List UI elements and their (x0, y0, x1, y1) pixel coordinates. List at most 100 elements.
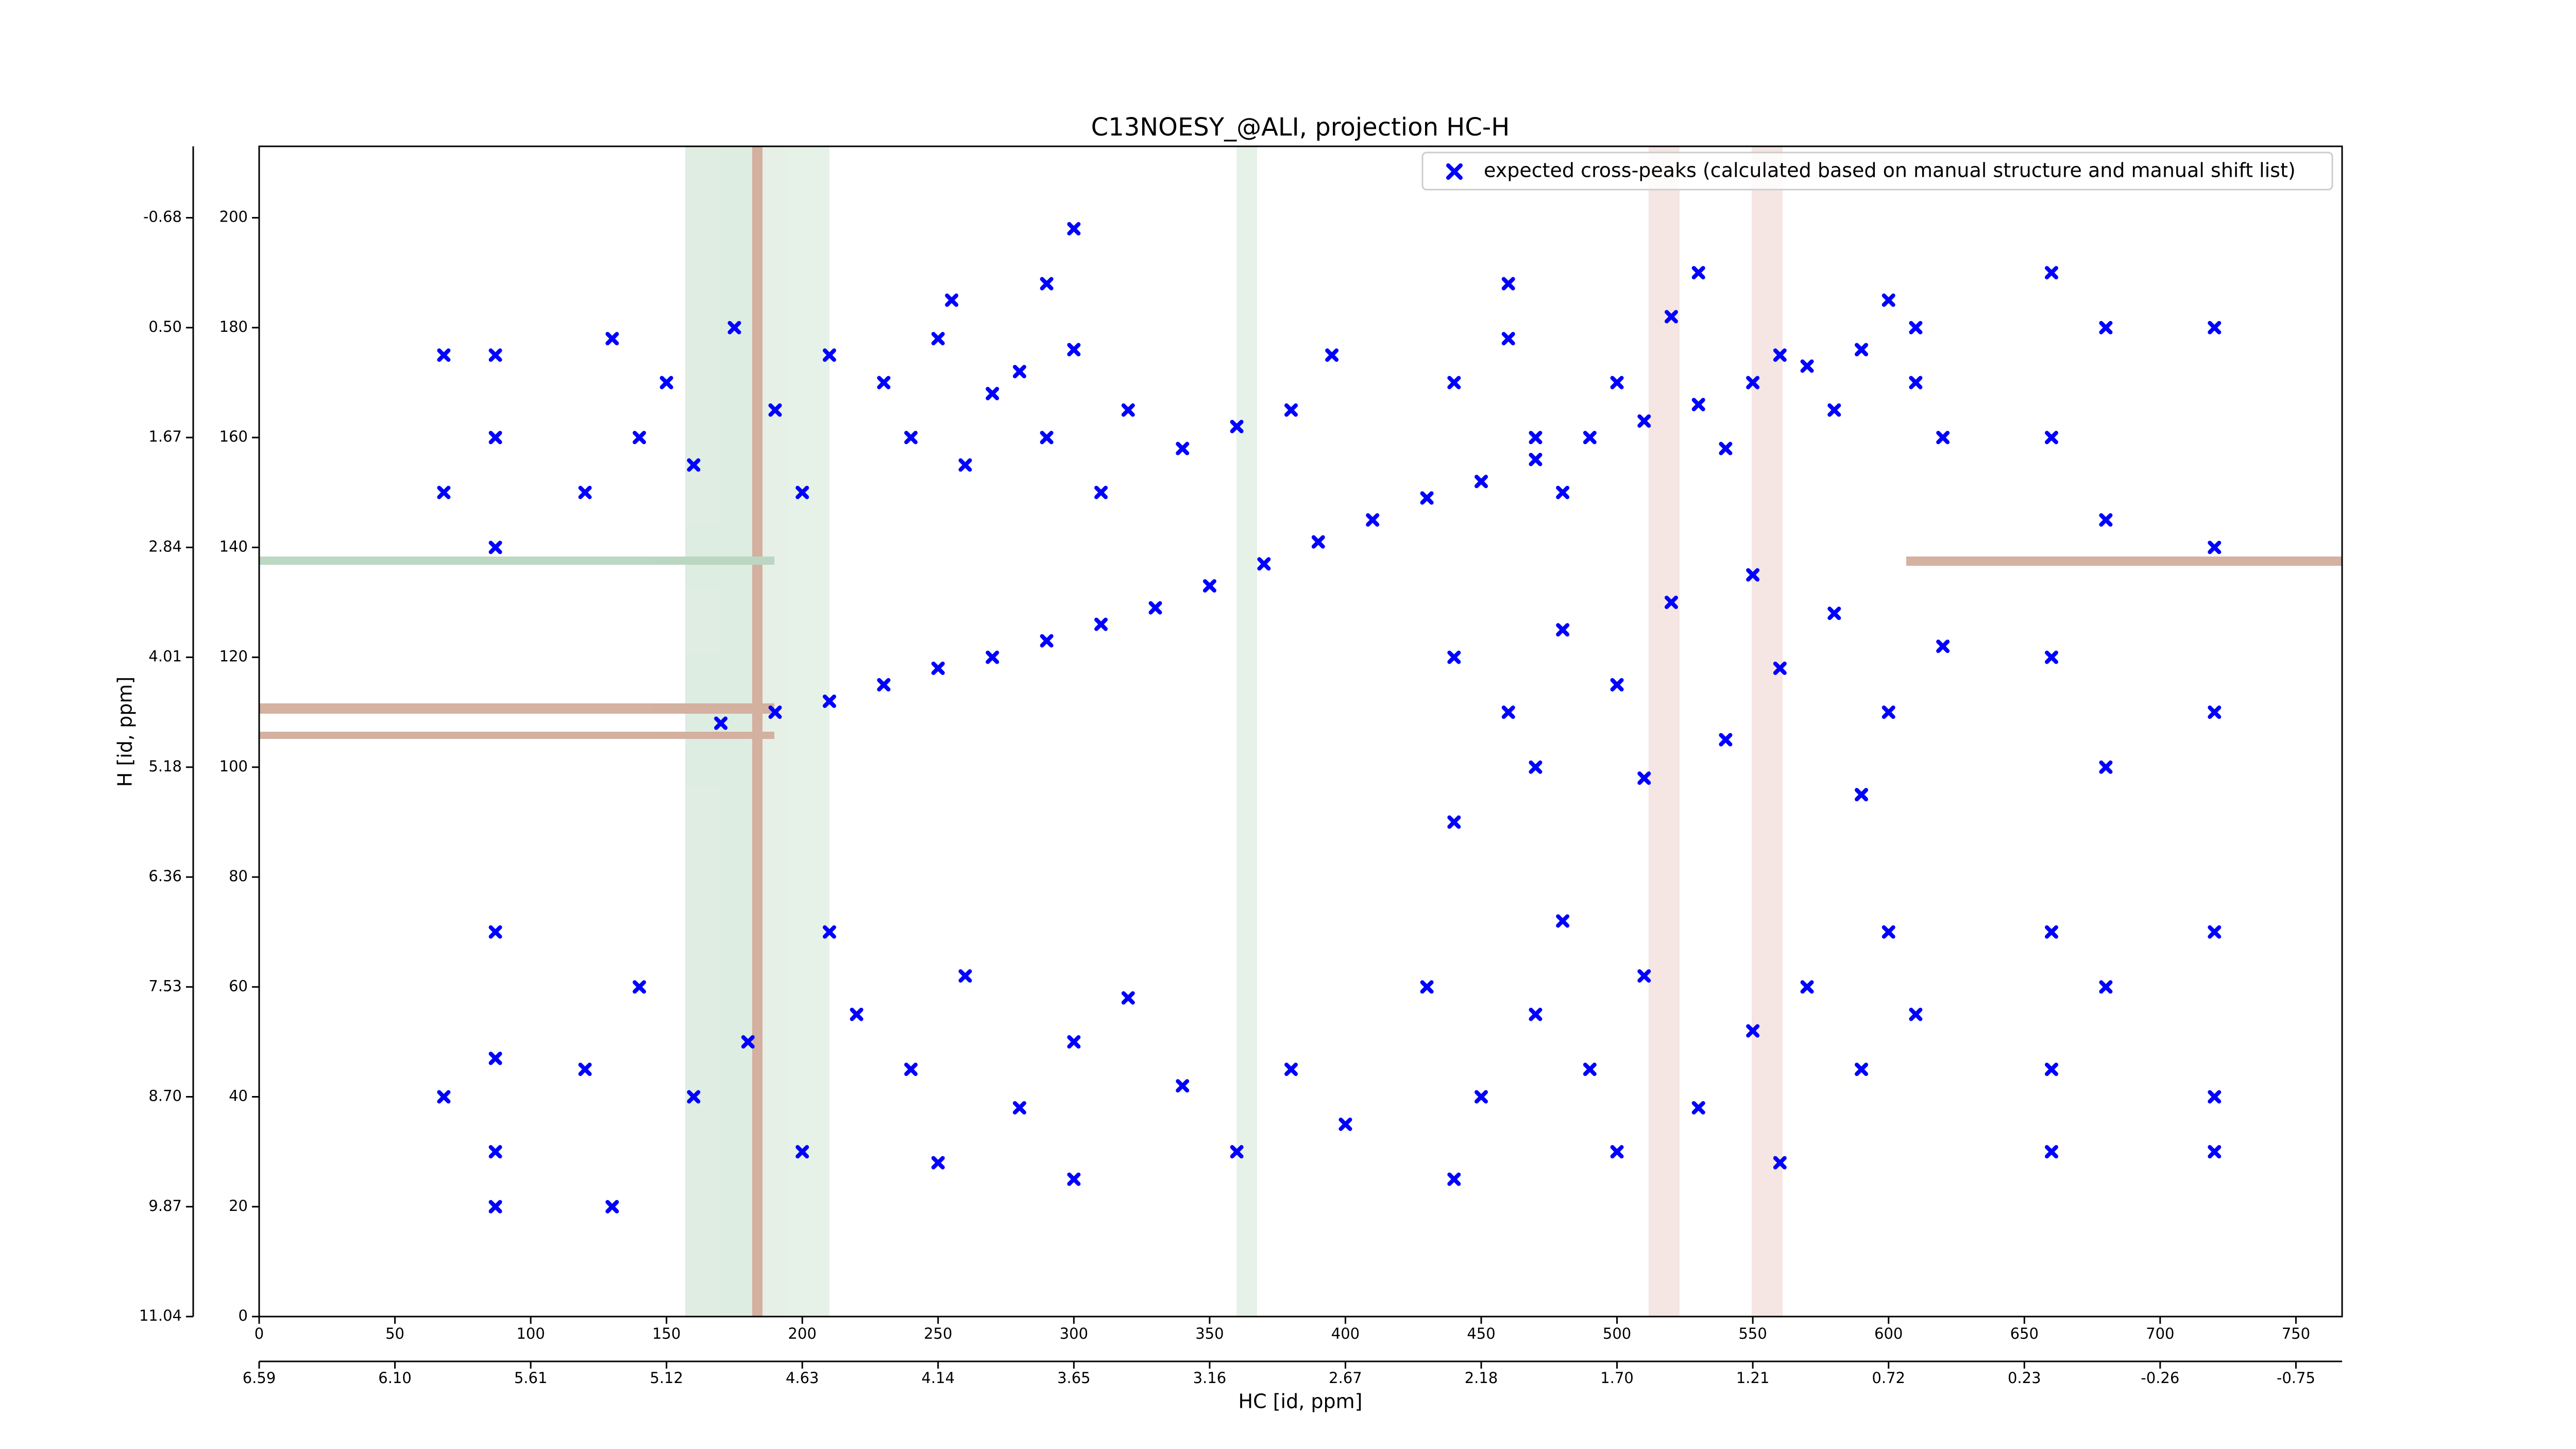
cross-peak (714, 716, 728, 730)
cross-peak (931, 332, 945, 346)
cross-peak (1447, 376, 1461, 390)
cross-peak (1909, 1007, 1923, 1021)
cross-peak (1691, 398, 1705, 412)
y-tick-label: 0 (239, 1307, 248, 1324)
cross-peak (632, 431, 646, 445)
cross-peak (1501, 332, 1515, 346)
x-tick-label: 450 (1467, 1325, 1495, 1342)
cross-peak (2044, 431, 2058, 445)
cross-peak (659, 376, 673, 390)
cross-peak (1773, 1156, 1787, 1170)
y-tick-label: 100 (219, 757, 248, 775)
cross-peak (1719, 442, 1733, 456)
cross-peak (1665, 310, 1679, 324)
cross-peak (2208, 1145, 2222, 1159)
cross-peak (1094, 617, 1108, 631)
y-tick-label: 80 (229, 867, 248, 885)
cross-peak (795, 1145, 809, 1159)
cross-peak (1202, 579, 1216, 593)
y-ppm-tick-label: 2.84 (148, 537, 182, 555)
y-ppm-tick-label: -0.68 (143, 208, 182, 226)
cross-peak (1012, 365, 1026, 379)
cross-peak (958, 458, 972, 472)
cross-peak (1529, 452, 1543, 466)
cross-peak (850, 1007, 863, 1021)
cross-peak (1420, 980, 1434, 994)
x-tick-label: 50 (385, 1325, 404, 1342)
cross-peak (1583, 1063, 1597, 1076)
x-tick-label: 650 (2010, 1325, 2039, 1342)
cross-peak (1746, 568, 1760, 582)
cross-peak (1610, 376, 1624, 390)
cross-peak (1067, 1172, 1081, 1186)
cross-peak (1447, 815, 1461, 829)
y-ppm-tick-label: 7.53 (148, 977, 182, 995)
x-ppm-tick-label: 5.61 (514, 1369, 548, 1387)
x-axis-label: HC [id, ppm] (1239, 1390, 1363, 1413)
x-ppm-tick-label: 2.67 (1329, 1369, 1362, 1387)
cross-peak (2044, 1063, 2058, 1076)
cross-peak (1176, 442, 1190, 456)
x-tick-label: 550 (1738, 1325, 1767, 1342)
x-ppm-tick-label: 3.16 (1193, 1369, 1227, 1387)
cross-peak (904, 1063, 918, 1076)
cross-peak (1040, 431, 1054, 445)
cross-peak (437, 1090, 451, 1104)
cross-peak (1665, 595, 1679, 609)
cross-peak (1040, 634, 1054, 648)
contour-band (1649, 146, 1680, 1317)
cross-peak (1121, 991, 1135, 1005)
cross-peak (1936, 639, 1950, 653)
cross-peak (986, 650, 999, 664)
cross-peak (437, 348, 451, 362)
chart-title: C13NOESY_@ALI, projection HC-H (1091, 113, 1510, 142)
cross-peak (1284, 1063, 1298, 1076)
cross-peak (687, 1090, 701, 1104)
cross-peak (1094, 485, 1108, 499)
legend-box (1421, 151, 2333, 191)
cross-peak (1284, 403, 1298, 417)
cross-peak (741, 1035, 755, 1049)
cross-peak (1583, 431, 1597, 445)
y-tick-label: 180 (219, 318, 248, 335)
cross-peak (1366, 513, 1380, 527)
cross-peak (1230, 419, 1244, 433)
x-ppm-tick-label: 3.65 (1057, 1369, 1091, 1387)
cross-peak (877, 376, 891, 390)
x-ppm-tick-label: 0.23 (2008, 1369, 2041, 1387)
cross-peak (1067, 343, 1081, 357)
x-ppm-tick-label: 5.12 (650, 1369, 683, 1387)
y-ppm-tick-label: 1.67 (148, 428, 182, 445)
cross-peak (1067, 1035, 1081, 1049)
contour-band (1906, 557, 2342, 566)
cross-peak (931, 1156, 945, 1170)
contour-band (259, 703, 774, 714)
cross-peak (1067, 222, 1081, 235)
cross-peak (768, 705, 782, 719)
x-tick-label: 150 (652, 1325, 681, 1342)
cross-peak (1855, 788, 1868, 802)
cross-peak (605, 1200, 619, 1214)
contour-band (752, 146, 762, 1317)
cross-peak (488, 1200, 502, 1214)
x-tick-label: 250 (924, 1325, 952, 1342)
x-ppm-tick-label: 1.21 (1736, 1369, 1770, 1387)
cross-peak (1827, 403, 1841, 417)
cross-peak (1800, 980, 1814, 994)
y-ppm-tick-label: 4.01 (148, 648, 182, 665)
cross-peak (1936, 431, 1950, 445)
cross-peak (1909, 376, 1923, 390)
cross-peak (1556, 914, 1570, 928)
cross-peak (1529, 760, 1543, 774)
contour-band (762, 146, 829, 1317)
contour-band (259, 732, 774, 739)
x-tick-label: 700 (2146, 1325, 2174, 1342)
cross-peak (1637, 771, 1651, 785)
y-tick-label: 20 (229, 1197, 248, 1215)
cross-peak (1475, 475, 1488, 488)
cross-peak (1447, 1172, 1461, 1186)
cross-peak (1610, 678, 1624, 692)
cross-peak (768, 403, 782, 417)
cross-peak (822, 348, 836, 362)
